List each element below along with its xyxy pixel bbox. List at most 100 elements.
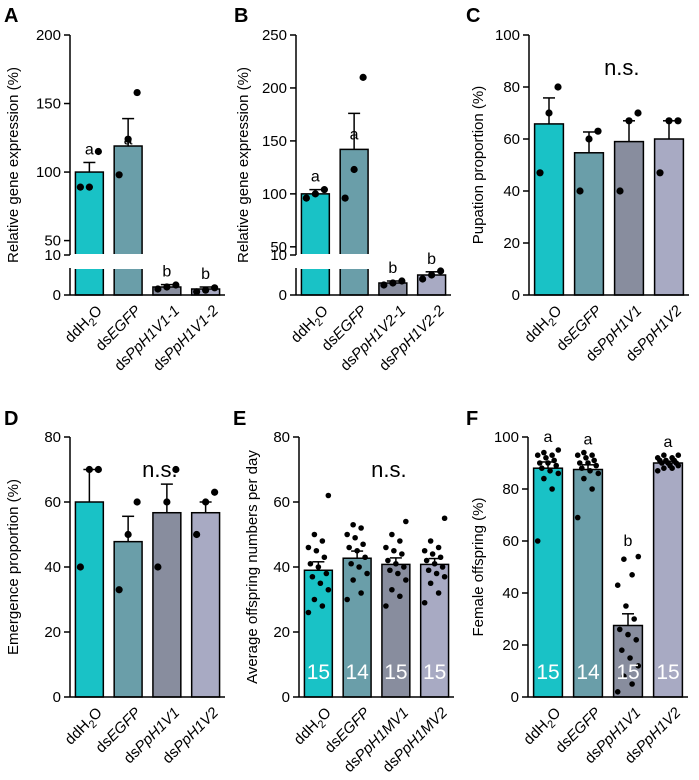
data-point [635, 553, 642, 560]
data-point [545, 109, 553, 117]
data-point [661, 465, 667, 472]
y-tick-label: 60 [273, 494, 290, 511]
x-category-gene: PpH1V2 [634, 302, 686, 354]
data-point [675, 452, 682, 459]
n-label: 15 [384, 661, 407, 684]
panel-label: C [466, 5, 480, 27]
data-point [315, 564, 322, 570]
data-point [633, 637, 640, 643]
data-point [437, 267, 445, 275]
data-point [172, 465, 180, 474]
data-point [625, 631, 631, 638]
panel-c: C Pupation proportion (%) n.s. 0 20 40 60 80 100… [466, 5, 689, 365]
data-point [397, 538, 403, 544]
y-tick-label: 40 [503, 183, 520, 200]
data-point [311, 190, 319, 198]
significance-letter: b [162, 264, 171, 281]
data-point [587, 468, 593, 474]
data-point [421, 547, 428, 554]
bar [339, 148, 369, 296]
y-tick-label: 20 [273, 624, 290, 641]
data-point [669, 455, 675, 461]
data-point [319, 538, 326, 544]
data-point [554, 83, 562, 91]
data-point [553, 462, 560, 469]
data-point [428, 271, 436, 279]
ns-label: n.s. [142, 457, 177, 482]
y-tick-label: 250 [262, 27, 287, 44]
data-point [193, 288, 201, 296]
significance-letter: b [388, 260, 397, 277]
ns-label: n.s. [604, 55, 639, 80]
bar [532, 467, 564, 698]
data-point [172, 281, 180, 289]
data-point [631, 616, 637, 622]
data-point [431, 560, 438, 567]
data-point [211, 284, 219, 292]
y-tick-label: 100 [494, 429, 519, 446]
y-tick-label: 50 [44, 233, 61, 250]
data-point [551, 457, 557, 464]
panel-label: D [4, 408, 18, 430]
data-point [323, 570, 330, 577]
data-point [555, 470, 562, 477]
y-tick-label: 80 [273, 429, 290, 446]
data-point [124, 530, 132, 539]
bar [533, 123, 565, 296]
data-point [441, 573, 448, 580]
data-point [429, 551, 436, 557]
data-point [589, 452, 595, 459]
data-point [534, 452, 541, 459]
data-point [354, 547, 360, 554]
data-point [344, 596, 350, 603]
data-point [202, 498, 210, 506]
significance-letter: a [311, 169, 320, 186]
data-point [350, 165, 358, 174]
data-point [441, 515, 448, 522]
y-axis-label: Pupation proportion (%) [470, 86, 487, 244]
y-tick-label: 20 [502, 637, 519, 654]
data-point [427, 538, 434, 544]
data-point [433, 570, 440, 577]
data-point [593, 462, 600, 469]
y-tick-label: 10 [44, 247, 61, 264]
data-point [536, 169, 544, 177]
data-point [419, 275, 427, 283]
y-tick-label: 40 [44, 559, 61, 576]
data-point [202, 286, 210, 294]
data-point [358, 590, 364, 596]
panel-e: E Average offspring numbers per day 15 14 15… [233, 408, 454, 776]
bar [653, 138, 685, 296]
data-point [399, 551, 405, 557]
y-tick-label: 100 [495, 27, 520, 44]
data-point [539, 465, 545, 472]
data-point [94, 465, 102, 474]
data-point [403, 518, 409, 525]
y-tick-label: 40 [273, 559, 290, 576]
data-point [576, 460, 583, 466]
data-point [395, 570, 401, 577]
data-point [589, 486, 595, 492]
n-label: 15 [616, 661, 639, 684]
data-point [380, 281, 388, 289]
bar [572, 468, 604, 698]
bar [613, 140, 645, 296]
data-point [423, 557, 430, 564]
data-point [623, 603, 629, 609]
data-point [163, 498, 171, 506]
data-point [674, 117, 682, 125]
data-point [616, 626, 623, 633]
data-point [154, 563, 162, 571]
data-point [320, 186, 328, 194]
data-point [595, 470, 602, 477]
y-tick-label: 60 [502, 533, 519, 550]
data-point [325, 586, 332, 593]
data-point [635, 663, 642, 669]
data-point [383, 603, 389, 609]
data-point [311, 596, 318, 603]
data-point [549, 452, 555, 459]
y-tick-label: 150 [262, 133, 287, 150]
data-point [634, 109, 642, 117]
bar [419, 563, 450, 698]
